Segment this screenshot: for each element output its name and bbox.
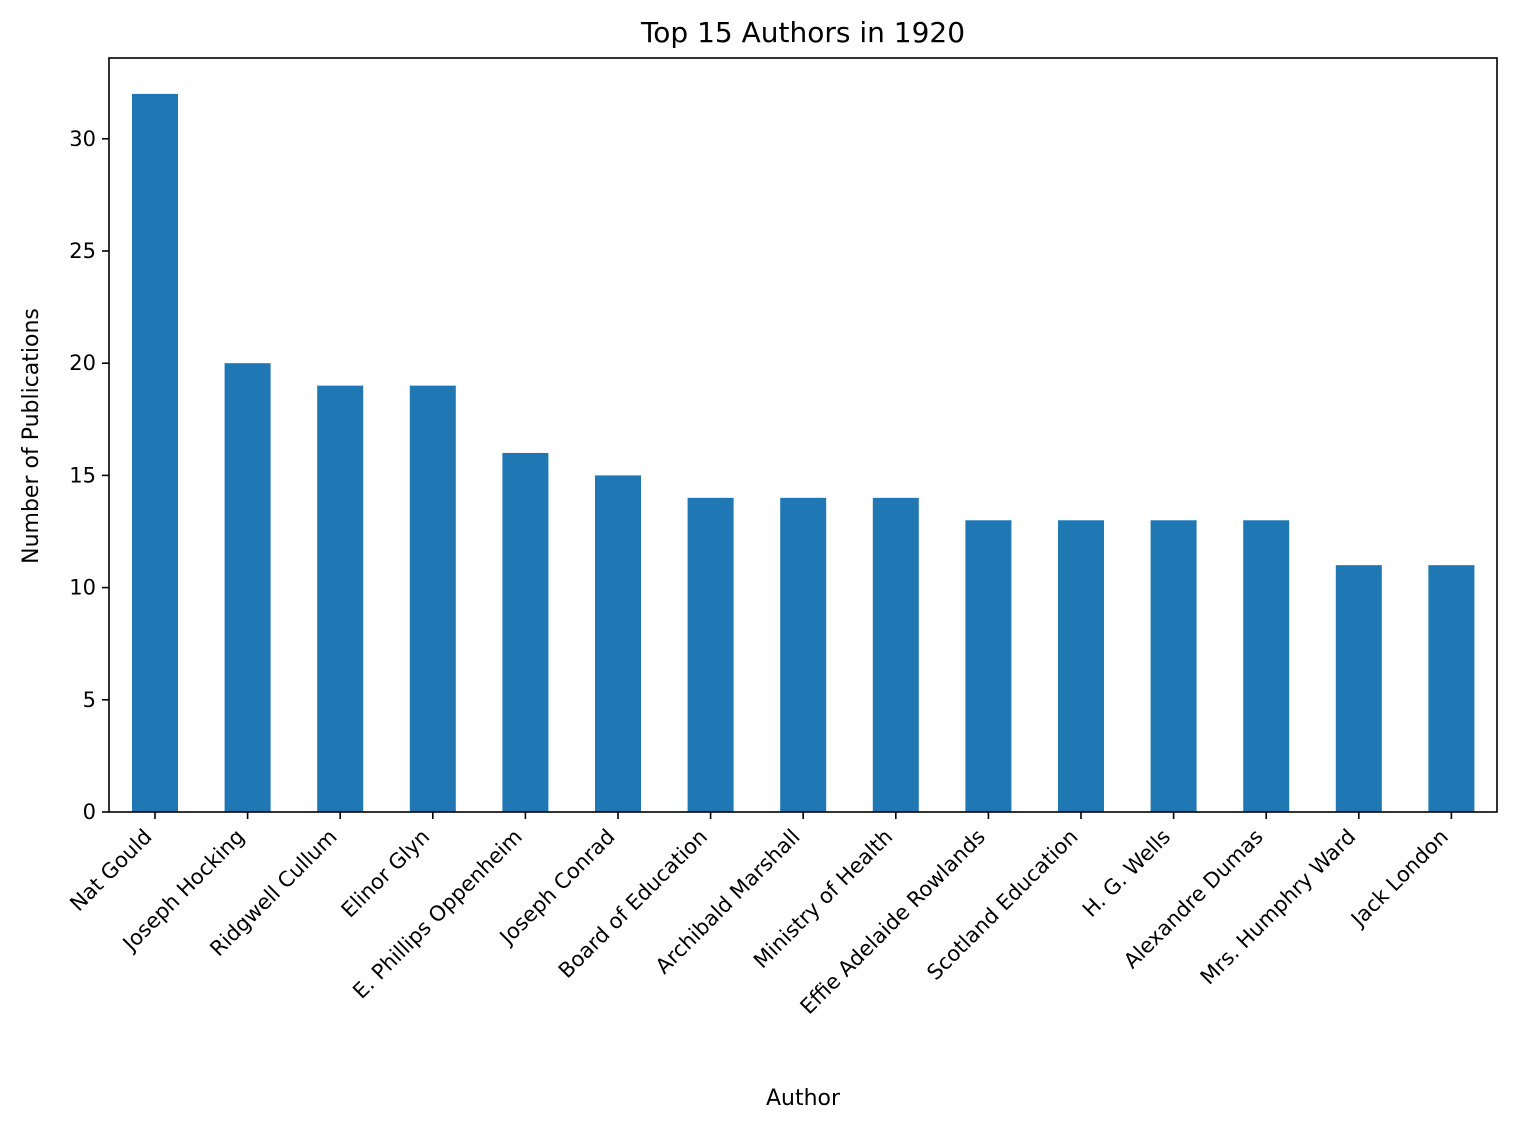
bar-13	[1335, 565, 1382, 812]
bar-14	[1428, 565, 1475, 812]
bar-1	[224, 363, 271, 812]
y-tick-label-3: 15	[69, 463, 96, 487]
plot-frame	[108, 57, 1498, 813]
bar-11	[1150, 520, 1197, 812]
y-tick-label-0: 0	[83, 800, 96, 824]
bar-8	[872, 497, 919, 812]
y-axis-label: Number of Publications	[19, 308, 44, 564]
x-tick-label-13: Mrs. Humphry Ward	[1196, 825, 1361, 990]
y-tick-label-2: 10	[69, 576, 96, 600]
y-tick-label-4: 20	[69, 351, 96, 375]
x-tick-label-10: Scotland Education	[922, 825, 1082, 985]
bar-5	[595, 475, 641, 812]
bar-12	[1243, 520, 1290, 812]
bar-3	[409, 385, 456, 812]
y-axis: 0 5 10 15 20 25 30	[69, 127, 109, 824]
x-tick-label-9: Effie Adelaide Rowlands	[796, 825, 990, 1019]
bar-4	[502, 452, 549, 812]
y-tick-label-5: 25	[69, 239, 96, 263]
bar-9	[965, 520, 1012, 812]
y-tick-label-6: 30	[69, 127, 96, 151]
x-tick-label-14: Jack London	[1345, 825, 1453, 933]
x-tick-label-3: Elinor Glyn	[337, 825, 435, 923]
x-tick-label-0: Nat Gould	[65, 825, 156, 916]
chart-title: Top 15 Authors in 1920	[640, 16, 965, 49]
x-tick-label-4: E. Phillips Oppenheim	[348, 825, 527, 1004]
bar-7	[780, 497, 827, 812]
bar-10	[1058, 520, 1104, 812]
y-tick-label-1: 5	[83, 688, 96, 712]
bar-0	[132, 93, 178, 812]
x-axis-label: Author	[766, 1086, 841, 1111]
bar-2	[317, 385, 364, 812]
bars-group	[132, 93, 1475, 812]
x-tick-label-11: H. G. Wells	[1078, 825, 1175, 922]
bar-6	[687, 497, 734, 812]
